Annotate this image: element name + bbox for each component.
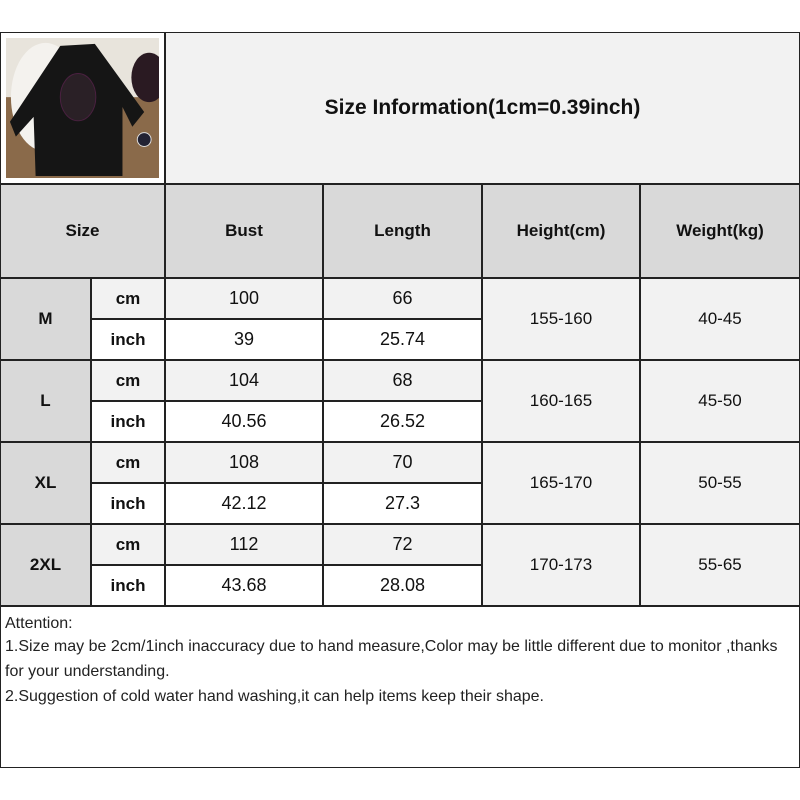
attention-note: Attention: 1.Size may be 2cm/1inch inacc… <box>0 606 800 768</box>
bust-value: 42.12 <box>165 483 323 524</box>
unit-inch: inch <box>91 401 165 442</box>
height-range: 160-165 <box>482 360 640 442</box>
bust-value: 39 <box>165 319 323 360</box>
length-value: 25.74 <box>323 319 482 360</box>
weight-range: 45-50 <box>640 360 800 442</box>
product-photo <box>0 32 165 184</box>
header-weight: Weight(kg) <box>640 184 800 278</box>
weight-range: 50-55 <box>640 442 800 524</box>
height-range: 170-173 <box>482 524 640 606</box>
note-line-2: 2.Suggestion of cold water hand washing,… <box>5 688 544 705</box>
unit-inch: inch <box>91 319 165 360</box>
length-value: 66 <box>323 278 482 319</box>
header-height: Height(cm) <box>482 184 640 278</box>
length-value: 26.52 <box>323 401 482 442</box>
header-size: Size <box>0 184 165 278</box>
length-value: 70 <box>323 442 482 483</box>
bust-value: 100 <box>165 278 323 319</box>
unit-inch: inch <box>91 483 165 524</box>
weight-range: 40-45 <box>640 278 800 360</box>
header-bust: Bust <box>165 184 323 278</box>
page-title: Size Information(1cm=0.39inch) <box>324 96 641 119</box>
bust-value: 104 <box>165 360 323 401</box>
size-label: 2XL <box>0 524 91 606</box>
bust-value: 43.68 <box>165 565 323 606</box>
note-heading: Attention: <box>5 615 73 632</box>
header-length: Length <box>323 184 482 278</box>
height-range: 165-170 <box>482 442 640 524</box>
bust-value: 108 <box>165 442 323 483</box>
unit-cm: cm <box>91 278 165 319</box>
weight-range: 55-65 <box>640 524 800 606</box>
bust-value: 40.56 <box>165 401 323 442</box>
size-label: L <box>0 360 91 442</box>
length-value: 68 <box>323 360 482 401</box>
unit-cm: cm <box>91 524 165 565</box>
size-label: M <box>0 278 91 360</box>
size-label: XL <box>0 442 91 524</box>
unit-cm: cm <box>91 442 165 483</box>
unit-cm: cm <box>91 360 165 401</box>
length-value: 72 <box>323 524 482 565</box>
height-range: 155-160 <box>482 278 640 360</box>
bust-value: 112 <box>165 524 323 565</box>
note-line-1: 1.Size may be 2cm/1inch inaccuracy due t… <box>5 638 778 680</box>
length-value: 27.3 <box>323 483 482 524</box>
unit-inch: inch <box>91 565 165 606</box>
length-value: 28.08 <box>323 565 482 606</box>
